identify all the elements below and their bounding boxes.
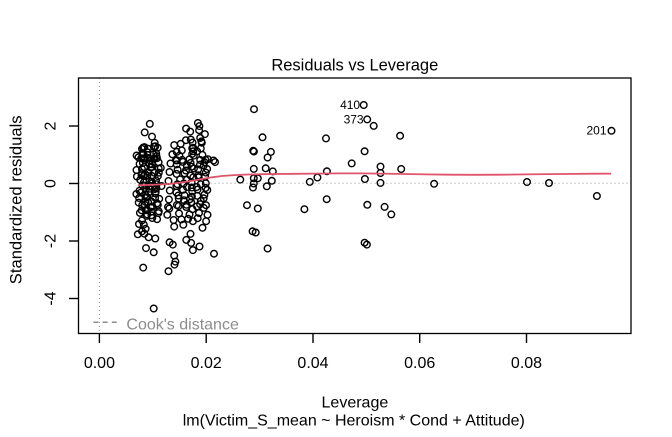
svg-text:0.06: 0.06 <box>404 355 435 372</box>
svg-text:0.04: 0.04 <box>297 355 328 372</box>
svg-text:0.08: 0.08 <box>511 355 542 372</box>
svg-text:Residuals vs Leverage: Residuals vs Leverage <box>271 57 438 75</box>
svg-text:410: 410 <box>340 98 360 112</box>
svg-text:0: 0 <box>43 179 60 188</box>
svg-text:0.02: 0.02 <box>191 355 222 372</box>
svg-text:373: 373 <box>344 112 364 126</box>
svg-text:Standardized residuals: Standardized residuals <box>7 115 26 284</box>
svg-text:lm(Victim_S_mean ~ Heroism * C: lm(Victim_S_mean ~ Heroism * Cond + Atti… <box>183 413 525 430</box>
svg-text:Leverage: Leverage <box>322 395 389 412</box>
svg-text:-2: -2 <box>43 234 60 248</box>
svg-text:Cook's distance: Cook's distance <box>126 317 239 334</box>
svg-text:2: 2 <box>43 121 60 130</box>
svg-text:201: 201 <box>586 124 606 138</box>
svg-text:-4: -4 <box>43 291 60 305</box>
svg-text:0.00: 0.00 <box>84 355 115 372</box>
